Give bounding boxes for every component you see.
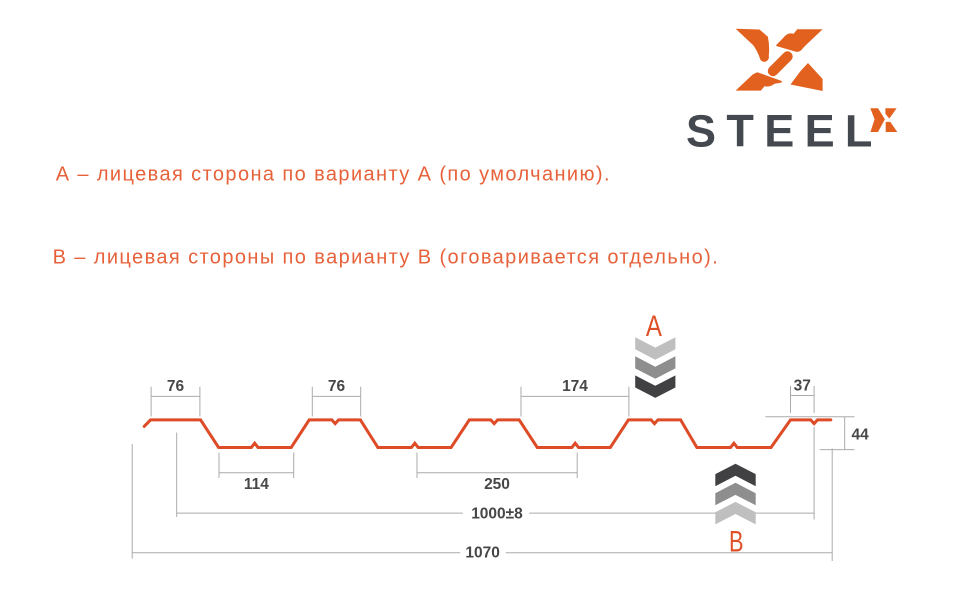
svg-text:A: A	[646, 310, 662, 343]
svg-text:44: 44	[852, 427, 870, 444]
svg-text:250: 250	[484, 476, 510, 493]
svg-text:174: 174	[562, 378, 588, 395]
svg-text:76: 76	[328, 378, 346, 395]
svg-text:76: 76	[167, 378, 185, 395]
svg-text:STEEL: STEEL	[686, 106, 883, 157]
svg-text:B: B	[729, 526, 744, 559]
svg-text:114: 114	[244, 476, 269, 493]
svg-text:37: 37	[794, 377, 811, 394]
svg-text:А – лицевая сторона по вариант: А – лицевая сторона по варианту А (по ум…	[56, 164, 611, 186]
svg-text:1000±8: 1000±8	[471, 505, 523, 522]
svg-text:В – лицевая стороны по вариант: В – лицевая стороны по варианту В (огова…	[53, 247, 720, 269]
svg-text:1070: 1070	[465, 544, 499, 561]
